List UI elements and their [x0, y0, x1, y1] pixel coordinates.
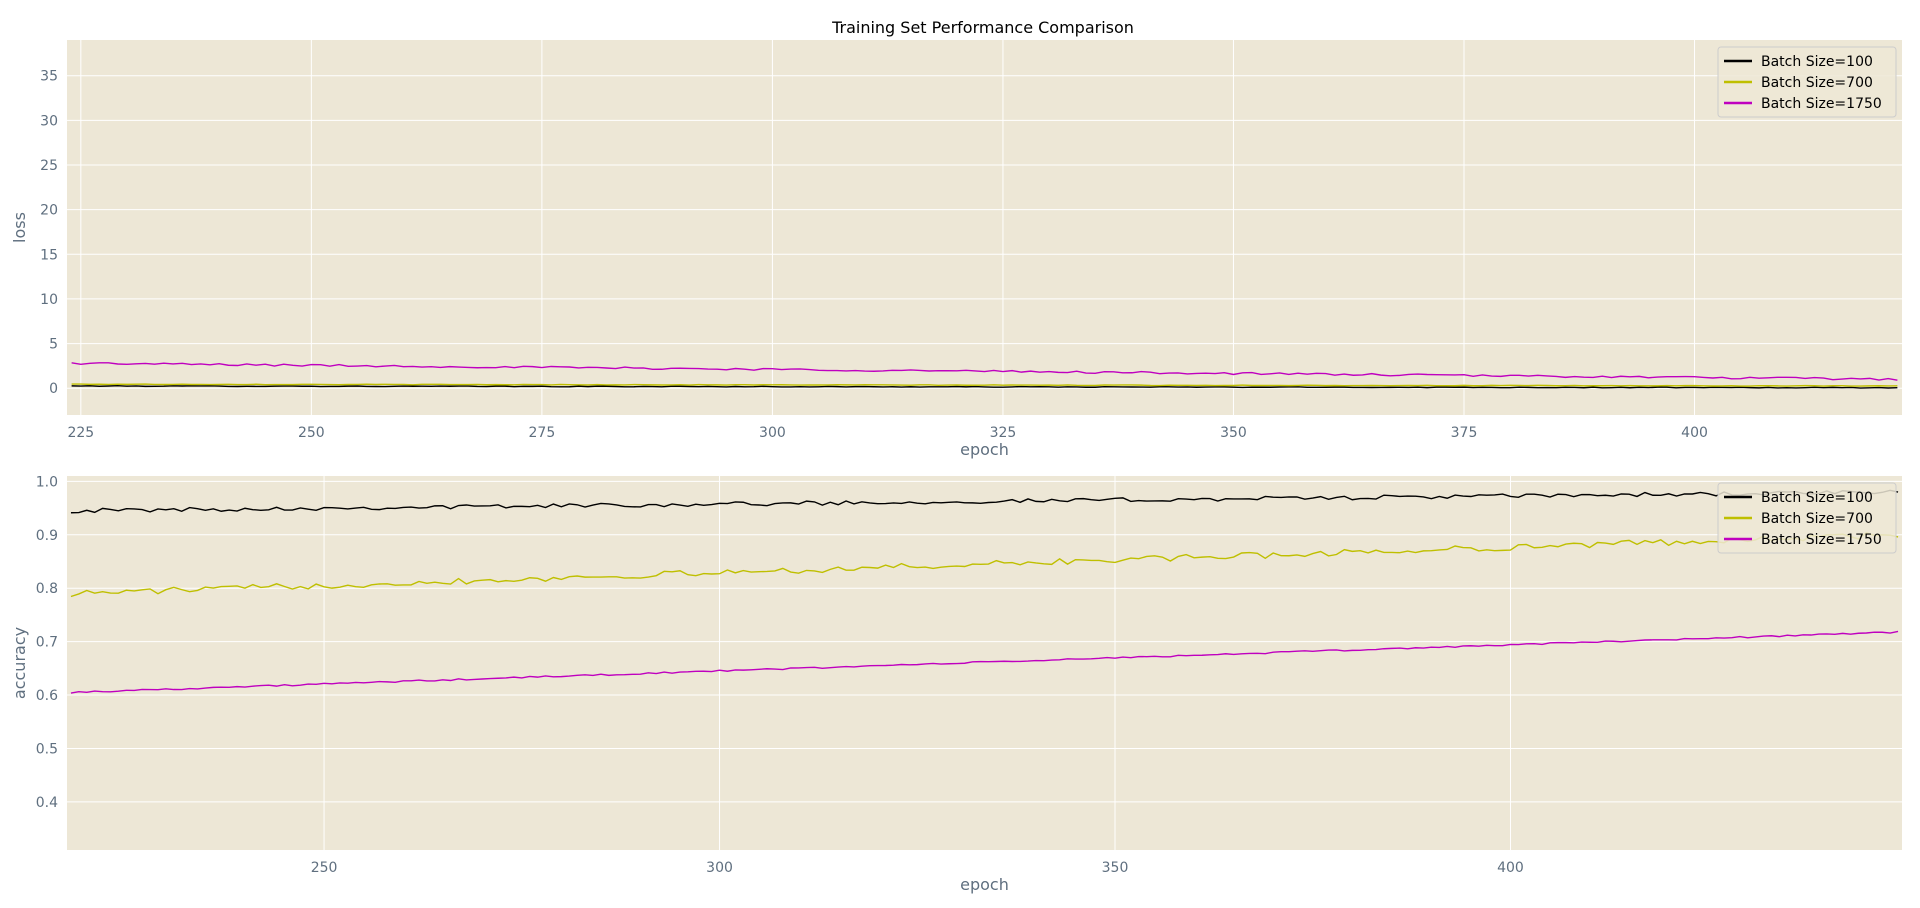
figure-title: Training Set Performance Comparison — [831, 18, 1134, 37]
accuracy-y-tick-label: 0.9 — [36, 528, 58, 544]
loss-y-tick-label: 20 — [40, 203, 58, 219]
loss-x-tick-label: 350 — [1220, 425, 1247, 441]
loss-x-tick-label: 400 — [1681, 425, 1708, 441]
loss-x-tick-label: 250 — [298, 425, 325, 441]
accuracy-legend-label-batch-100: Batch Size=100 — [1761, 490, 1873, 506]
accuracy-y-axis-label: accuracy — [10, 627, 29, 699]
loss-y-tick-label: 30 — [40, 113, 58, 129]
loss-legend-box — [1717, 46, 1897, 118]
loss-line-batch-1750 — [71, 362, 1898, 381]
loss-x-tick-label: 325 — [990, 425, 1017, 441]
accuracy-panel: 250 300 350 400 0.4 0.5 0.6 0.7 0.8 0.9 1.0 epoch ac… — [10, 474, 1902, 894]
accuracy-legend-label-batch-1750: Batch Size=1750 — [1761, 532, 1882, 548]
accuracy-legend-label-batch-700: Batch Size=700 — [1761, 511, 1873, 527]
loss-y-tick-label: 5 — [49, 337, 58, 353]
accuracy-y-tick-label: 0.6 — [36, 688, 58, 704]
accuracy-series-lines — [70, 489, 1899, 694]
loss-panel: 225 250 275 300 325 350 375 400 0 5 10 15 20 25 30 35 ep… — [10, 40, 1902, 459]
accuracy-gridlines — [67, 476, 1902, 850]
accuracy-y-tick-label: 1.0 — [36, 474, 58, 490]
accuracy-plot-area — [67, 476, 1902, 850]
loss-plot-area — [67, 40, 1902, 415]
accuracy-x-tick-label: 350 — [1102, 860, 1129, 876]
loss-y-tick-label: 15 — [40, 247, 58, 263]
loss-y-tick-label: 0 — [49, 381, 58, 397]
accuracy-y-tick-label: 0.5 — [36, 741, 58, 757]
loss-series-lines — [71, 362, 1898, 389]
loss-line-batch-100 — [71, 384, 1898, 389]
loss-x-tick-label: 375 — [1451, 425, 1478, 441]
accuracy-legend-box — [1717, 482, 1897, 554]
loss-legend-label-batch-1750: Batch Size=1750 — [1761, 96, 1882, 112]
loss-legend-label-batch-100: Batch Size=100 — [1761, 54, 1873, 70]
accuracy-line-batch-100 — [70, 489, 1899, 514]
loss-y-axis-label: loss — [10, 212, 29, 243]
loss-legend: Batch Size=100 Batch Size=700 Batch Size=1… — [1717, 46, 1897, 118]
loss-x-tick-label: 225 — [67, 425, 94, 441]
loss-x-tick-label: 275 — [529, 425, 556, 441]
accuracy-line-batch-1750 — [70, 630, 1899, 694]
accuracy-legend: Batch Size=100 Batch Size=700 Batch Size=1… — [1717, 482, 1897, 554]
accuracy-y-tick-label: 0.8 — [36, 581, 58, 597]
accuracy-y-tick-label: 0.7 — [36, 635, 58, 651]
loss-legend-label-batch-700: Batch Size=700 — [1761, 75, 1873, 91]
loss-y-tick-label: 10 — [40, 292, 58, 308]
accuracy-x-tick-label: 250 — [311, 860, 338, 876]
accuracy-line-batch-700 — [70, 532, 1899, 598]
accuracy-x-tick-label: 300 — [706, 860, 733, 876]
loss-x-tick-label: 300 — [759, 425, 786, 441]
accuracy-y-tick-label: 0.4 — [36, 795, 58, 811]
accuracy-x-tick-label: 400 — [1497, 860, 1524, 876]
loss-y-tick-label: 25 — [40, 158, 58, 174]
loss-y-tick-label: 35 — [40, 69, 58, 85]
loss-gridlines — [67, 40, 1902, 415]
loss-line-batch-700 — [71, 383, 1898, 387]
accuracy-x-axis-label: epoch — [960, 875, 1009, 894]
loss-x-axis-label: epoch — [960, 440, 1009, 459]
